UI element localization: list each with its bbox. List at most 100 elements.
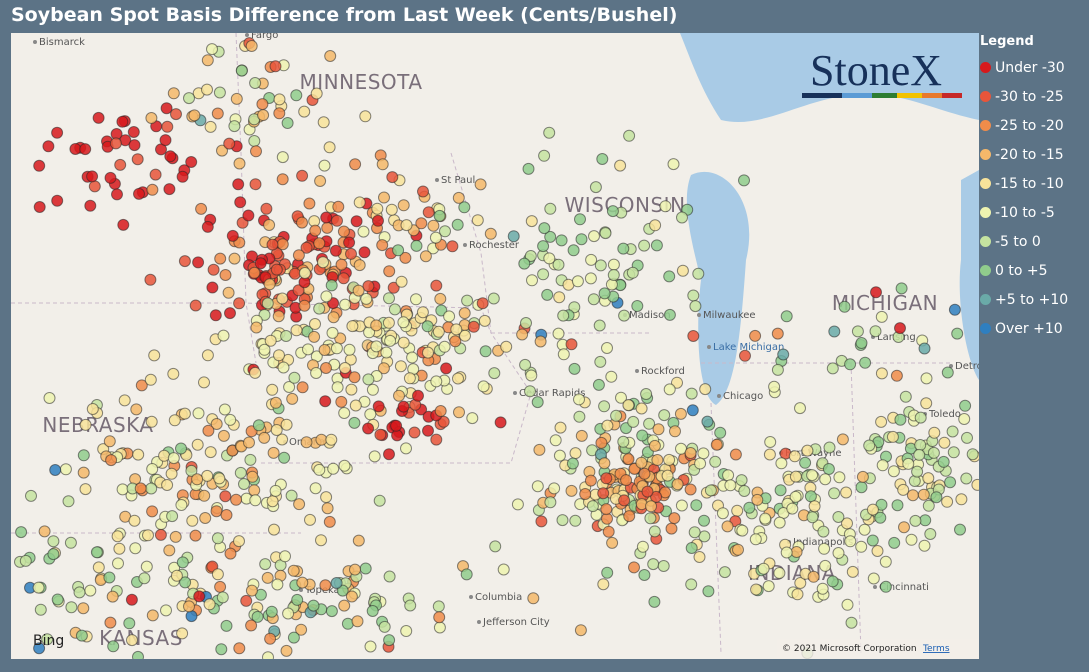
site-dot [240, 594, 253, 607]
legend-item: 0 to +5 [980, 256, 1085, 285]
legend-swatch [980, 178, 991, 189]
brand-logo: StoneX [802, 46, 962, 98]
site-dot [260, 202, 273, 215]
site-dot [617, 242, 630, 255]
site-dot [170, 569, 183, 582]
site-dot [383, 265, 396, 278]
site-dot [452, 191, 465, 204]
site-dot [927, 446, 940, 459]
site-dot [211, 532, 224, 545]
site-dot [249, 494, 262, 507]
site-dot [669, 425, 681, 438]
site-dot [230, 493, 243, 506]
site-dot [351, 615, 364, 628]
site-dot [32, 581, 45, 594]
site-dot [77, 602, 90, 615]
site-dot [537, 240, 550, 253]
site-dot [647, 558, 660, 571]
site-dot [135, 379, 148, 392]
site-dot [337, 272, 350, 285]
site-dot [822, 463, 835, 475]
site-dot [245, 584, 258, 597]
site-dot [844, 535, 857, 548]
site-dot [360, 292, 373, 305]
site-dot [966, 448, 979, 461]
site-dot [288, 371, 301, 384]
site-dot [79, 143, 92, 156]
terms-link[interactable]: Terms [922, 644, 950, 654]
site-dot [430, 375, 443, 388]
site-dot [643, 417, 656, 430]
site-dot [871, 545, 884, 557]
site-dot [362, 280, 375, 293]
site-dot [38, 525, 51, 538]
site-dot [303, 197, 316, 210]
site-dot [743, 501, 756, 514]
site-dot [292, 284, 305, 297]
site-dot [947, 446, 960, 459]
site-dot [224, 307, 236, 320]
site-dot [160, 604, 172, 617]
site-dot [826, 362, 839, 375]
site-dot [283, 381, 296, 393]
site-dot [794, 402, 806, 415]
site-dot [663, 308, 676, 321]
site-dot [397, 316, 410, 329]
site-dot [86, 170, 99, 183]
site-dot [886, 430, 899, 443]
site-dot [790, 546, 803, 558]
site-dot [298, 105, 311, 118]
site-dot [327, 462, 340, 475]
site-dot [721, 520, 734, 533]
site-dot [51, 126, 64, 139]
site-dot [261, 571, 274, 584]
site-dot [203, 598, 216, 611]
site-dot [458, 307, 471, 320]
site-dot [348, 416, 361, 429]
site-dot [554, 421, 567, 434]
site-dot [385, 203, 398, 216]
site-dot [352, 284, 365, 297]
site-dot [832, 547, 845, 559]
site-dot [607, 258, 620, 271]
site-dot [671, 376, 683, 389]
site-dot [635, 456, 648, 469]
site-dot [386, 171, 399, 184]
site-dot [573, 393, 585, 406]
site-dot [233, 535, 245, 548]
site-dot [600, 503, 613, 516]
site-dot [276, 151, 289, 164]
site-dot [954, 523, 966, 536]
site-dot [353, 259, 366, 272]
site-dot [586, 500, 599, 513]
site-dot [538, 222, 551, 235]
site-dot [146, 505, 159, 518]
site-dot [383, 634, 396, 647]
site-dot [353, 196, 366, 209]
site-dot [600, 472, 613, 485]
site-dot [189, 299, 202, 312]
site-dot [421, 320, 434, 333]
site-dot [220, 619, 233, 632]
site-dot [292, 249, 305, 262]
legend: Legend Under -30 -30 to -25 -25 to -20 -20 … [980, 34, 1085, 343]
site-dot [232, 178, 245, 191]
site-dot [309, 224, 322, 237]
site-dot [617, 435, 630, 448]
site-dot [183, 600, 195, 613]
site-dot [86, 403, 99, 415]
legend-title: Legend [980, 34, 1034, 49]
site-dot [638, 569, 651, 581]
site-dot [928, 426, 941, 439]
site-dot [623, 129, 636, 142]
legend-item: -10 to -5 [980, 198, 1085, 227]
site-dot [789, 490, 802, 503]
site-dot [352, 534, 365, 547]
site-dot [458, 201, 471, 214]
site-dot [930, 491, 943, 504]
site-dot [290, 324, 303, 337]
city-marker [463, 243, 467, 247]
site-dot [320, 362, 332, 374]
site-dot [206, 281, 219, 294]
site-dot [610, 409, 623, 422]
